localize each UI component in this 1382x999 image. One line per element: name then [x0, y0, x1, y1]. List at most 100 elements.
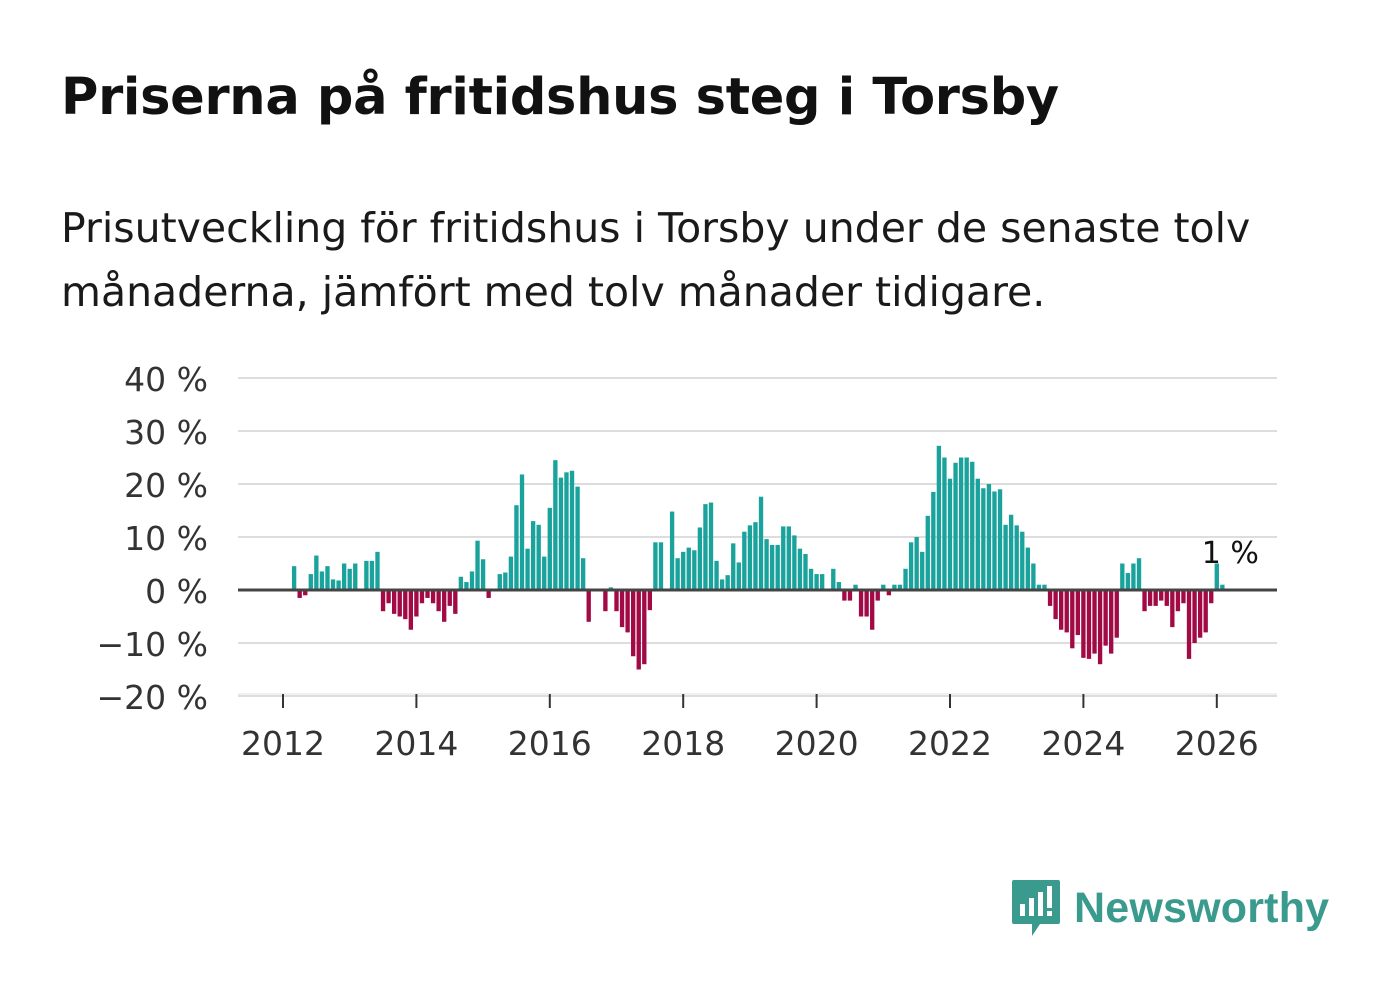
bar — [658, 542, 664, 590]
bar — [897, 584, 903, 590]
bar — [703, 504, 708, 590]
bar — [1070, 590, 1075, 649]
bar — [1186, 590, 1192, 659]
bar — [308, 574, 313, 590]
bar — [881, 584, 886, 590]
bar — [1064, 590, 1069, 633]
bar — [964, 457, 969, 590]
bar — [781, 526, 786, 590]
bar — [669, 511, 675, 590]
annotation: 1 % — [1202, 536, 1259, 571]
bar — [325, 566, 330, 590]
bar — [447, 590, 452, 606]
bar — [336, 580, 341, 590]
bar — [931, 491, 936, 590]
bar — [364, 560, 369, 590]
bar — [1086, 590, 1092, 659]
bar — [430, 590, 436, 604]
bar — [614, 590, 619, 612]
bar — [725, 575, 730, 590]
bar — [886, 590, 892, 596]
bar — [386, 590, 391, 604]
bar — [742, 531, 747, 590]
bar — [1103, 590, 1108, 646]
bar — [1131, 563, 1136, 590]
bar — [442, 590, 447, 622]
bar — [503, 572, 508, 590]
bar — [1075, 590, 1081, 636]
y-tick-label: 10 % — [124, 519, 208, 558]
bar — [1031, 563, 1036, 590]
bar — [525, 548, 530, 590]
bar — [1047, 590, 1053, 606]
bar — [642, 590, 647, 665]
bar — [864, 590, 869, 617]
bar — [314, 555, 319, 590]
bar — [480, 559, 486, 590]
bar — [953, 462, 958, 590]
bar — [392, 590, 397, 614]
bar — [1159, 590, 1164, 601]
bar — [958, 457, 964, 590]
bar — [1197, 590, 1203, 638]
x-tick-label: 2016 — [508, 724, 592, 763]
bar — [675, 558, 680, 590]
y-tick-label: −20 % — [97, 678, 209, 717]
bar — [341, 563, 347, 590]
bar — [1214, 563, 1219, 590]
bar — [970, 461, 975, 590]
bar — [736, 562, 741, 590]
bar — [1120, 563, 1125, 590]
bar — [1181, 590, 1186, 604]
x-tick-label: 2012 — [241, 724, 325, 763]
bar — [858, 590, 864, 617]
bar — [1153, 590, 1158, 606]
bar — [303, 590, 308, 596]
x-tick-label: 2024 — [1041, 724, 1125, 763]
bar — [1053, 590, 1058, 620]
bar — [786, 526, 791, 590]
bar — [1003, 524, 1008, 590]
bar — [692, 550, 697, 590]
bar — [1175, 590, 1181, 612]
bar — [975, 478, 980, 590]
bar — [569, 470, 575, 590]
bar — [1170, 590, 1175, 628]
bar — [792, 535, 797, 590]
bar — [764, 539, 769, 590]
bar — [319, 571, 325, 590]
bar — [925, 515, 930, 590]
bar — [514, 505, 519, 590]
chart-subtitle: Prisutveckling för fritidshus i Torsby u… — [61, 204, 1251, 316]
x-tick-label: 2018 — [641, 724, 725, 763]
bar — [580, 558, 586, 590]
bar — [992, 491, 997, 590]
bar — [1147, 590, 1153, 606]
bar — [719, 579, 725, 590]
x-tick-label: 2026 — [1175, 724, 1259, 763]
bars — [291, 445, 1225, 670]
bar — [1114, 590, 1119, 638]
newsworthy-logo-icon — [1012, 880, 1060, 936]
bar — [397, 590, 402, 617]
bar — [731, 543, 736, 590]
bar — [403, 590, 408, 620]
bar — [920, 551, 925, 590]
bar — [1008, 514, 1014, 590]
bar — [808, 568, 814, 590]
grid-lines — [238, 377, 1277, 697]
y-tick-label: 30 % — [124, 413, 208, 452]
bar — [625, 590, 630, 633]
bar — [997, 489, 1003, 590]
bar — [942, 457, 947, 590]
bar — [708, 502, 714, 590]
bar — [870, 590, 875, 630]
bar — [1125, 573, 1131, 590]
bar — [758, 496, 764, 590]
bar — [375, 551, 380, 590]
bar — [686, 547, 691, 590]
bar — [464, 582, 469, 590]
bar — [469, 571, 475, 590]
annotation-label: 1 % — [1202, 536, 1259, 571]
